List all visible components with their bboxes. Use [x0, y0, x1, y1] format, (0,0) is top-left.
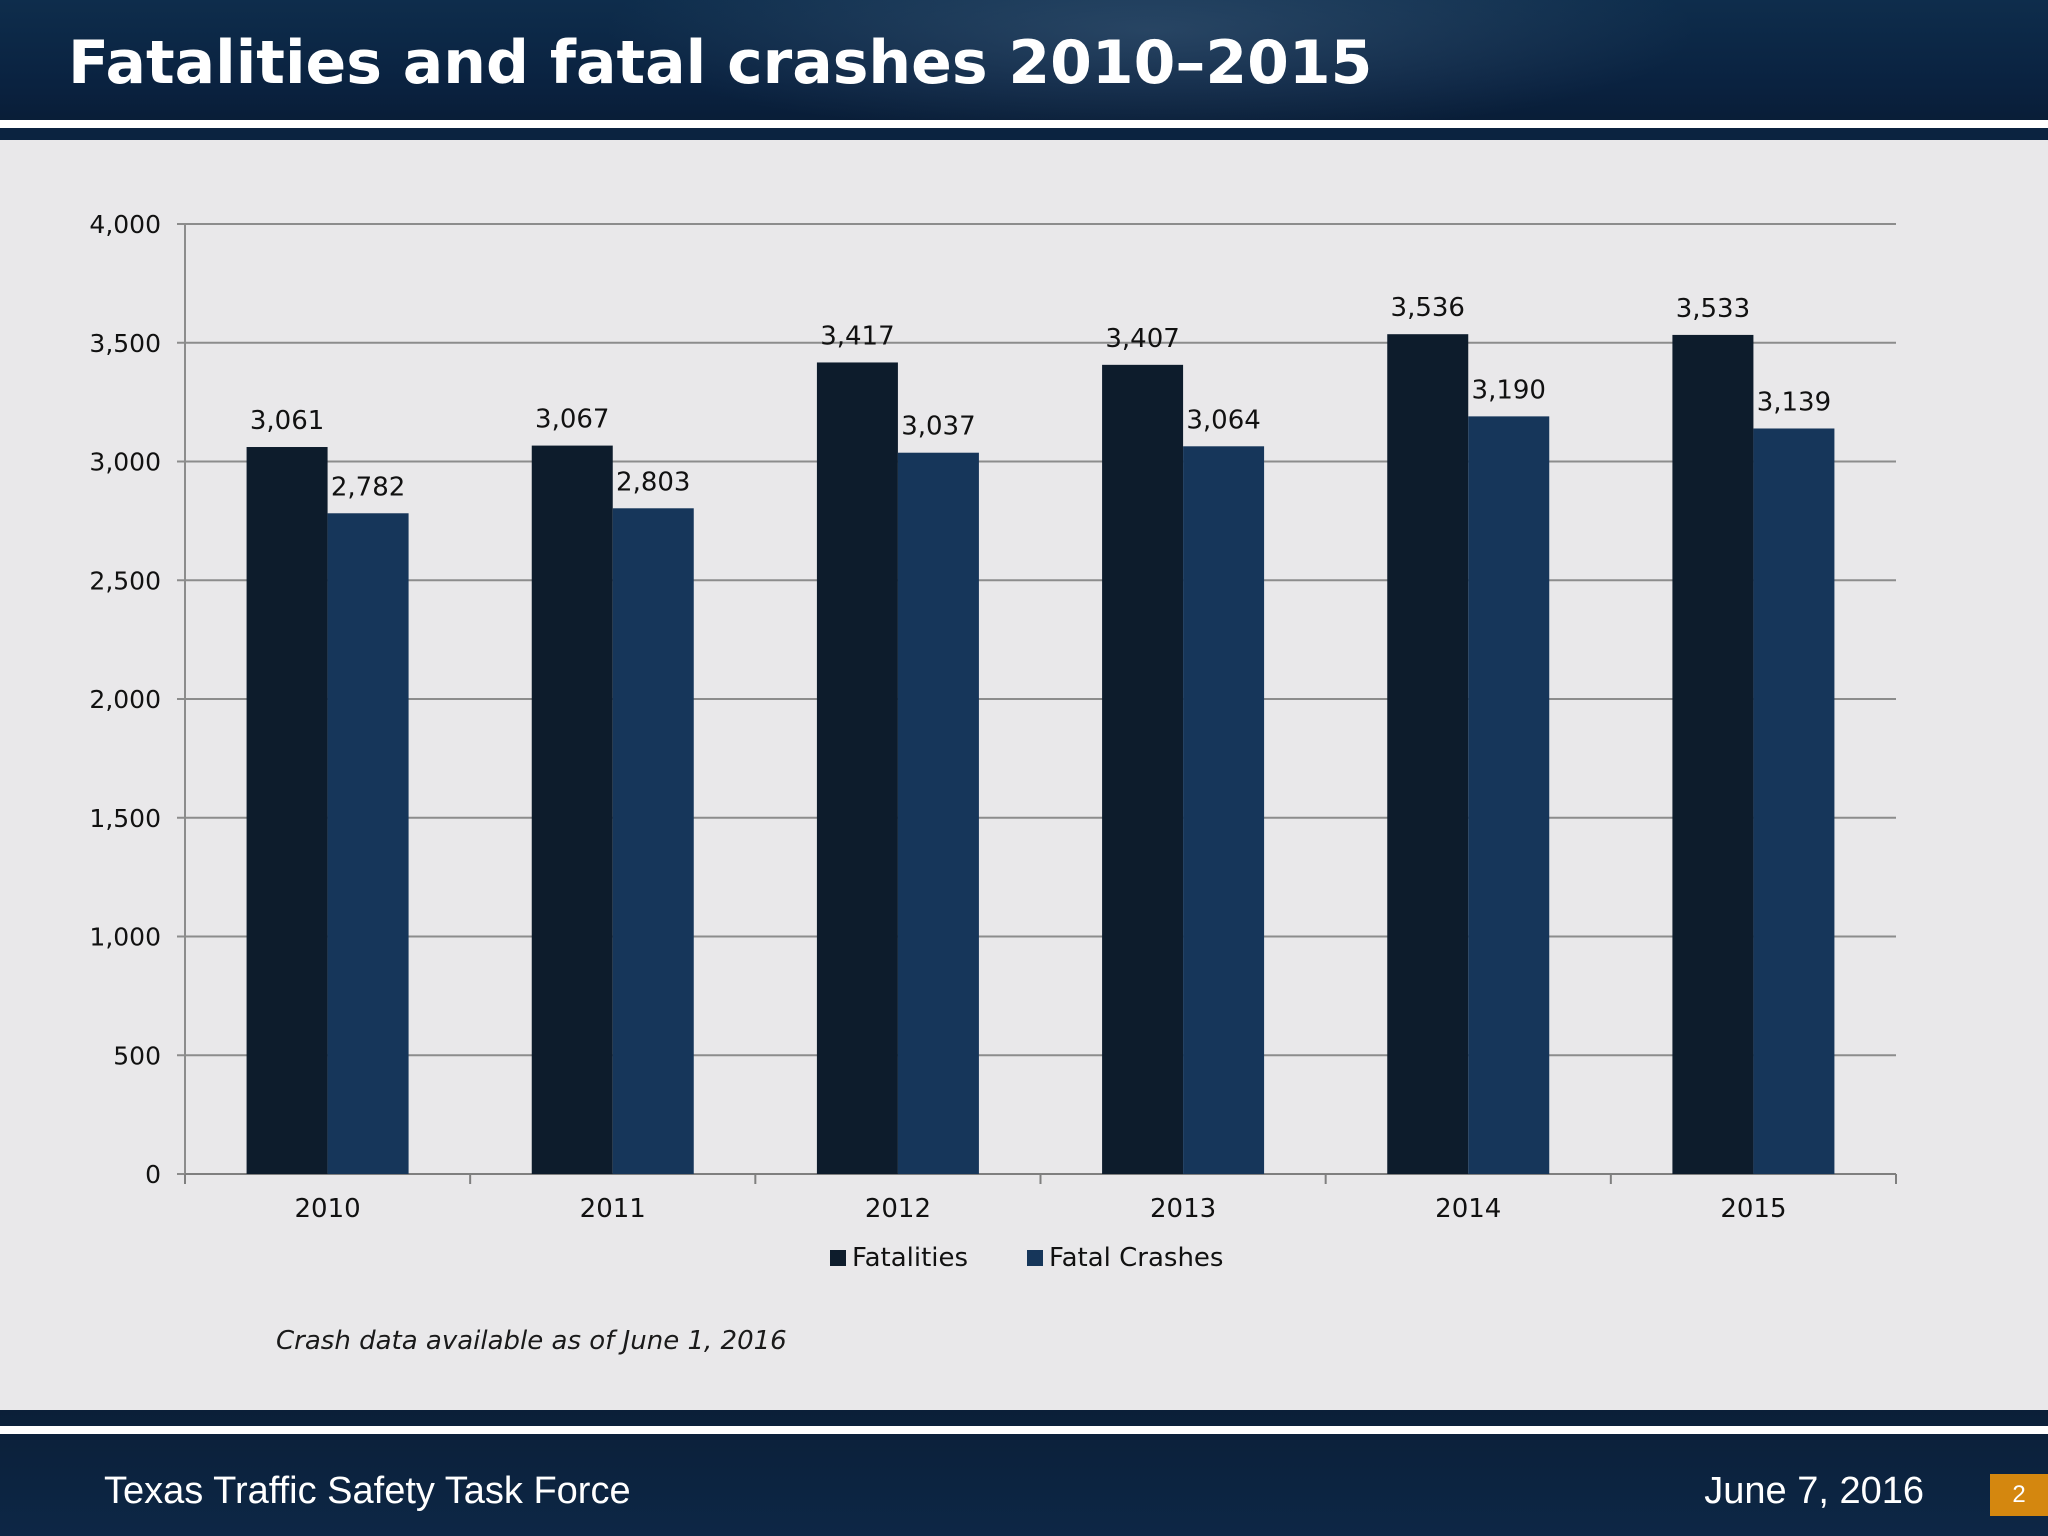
bar-fatalities: [1102, 364, 1184, 1174]
header-divider: [0, 120, 2048, 128]
y-tick-label: 3,500: [89, 329, 161, 358]
legend-label: Fatal Crashes: [1049, 1243, 1223, 1273]
bar-fatal-crashes: [327, 513, 409, 1174]
header-divider-dark: [0, 128, 2048, 140]
x-tick-label: 2012: [865, 1194, 931, 1224]
legend-swatch: [830, 1250, 846, 1266]
x-tick-label: 2015: [1720, 1194, 1786, 1224]
y-tick-label: 0: [145, 1160, 161, 1189]
bar-chart: 0 500 1,000 1,500 2,000 2,500 3,000 3,500 4,000 3…: [89, 210, 1897, 1273]
bar-fatal-crashes: [1753, 428, 1835, 1174]
x-tick-label: 2011: [580, 1194, 646, 1224]
data-label: 3,417: [820, 321, 894, 351]
slide-title: Fatalities and fatal crashes 2010–2015: [68, 28, 1373, 98]
footnote: Crash data available as of June 1, 2016: [276, 1326, 787, 1356]
data-label: 2,803: [616, 467, 690, 497]
data-label: 3,407: [1105, 324, 1179, 354]
footer-divider: [0, 1426, 2048, 1434]
bar-fatal-crashes: [897, 452, 979, 1174]
page-number-badge: 2: [1990, 1474, 2048, 1516]
y-tick-label: 500: [113, 1041, 161, 1070]
y-tick-label: 2,500: [89, 566, 161, 595]
chart-area: 0 500 1,000 1,500 2,000 2,500 3,000 3,500 4,000 3…: [0, 140, 2048, 1410]
y-tick-label: 4,000: [89, 210, 161, 239]
y-tick-label: 1,000: [89, 923, 161, 952]
x-tick-label: 2010: [294, 1194, 360, 1224]
data-label: 3,037: [901, 412, 975, 442]
footer-date: June 7, 2016: [1704, 1470, 1924, 1512]
bar-fatalities: [246, 447, 328, 1174]
y-tick-label: 3,000: [89, 448, 161, 477]
legend-swatch: [1027, 1250, 1043, 1266]
y-tick-label: 2,000: [89, 685, 161, 714]
slide-header: Fatalities and fatal crashes 2010–2015: [0, 0, 2048, 140]
bar-fatalities: [816, 362, 898, 1174]
x-tick-label: 2013: [1150, 1194, 1216, 1224]
bar-fatal-crashes: [1468, 416, 1550, 1174]
y-tick-label: 1,500: [89, 804, 161, 833]
bar-fatalities: [1672, 334, 1754, 1175]
bar-fatalities: [1387, 334, 1469, 1174]
footer-organization: Texas Traffic Safety Task Force: [104, 1470, 631, 1512]
data-label: 3,190: [1472, 375, 1546, 405]
data-label: 3,139: [1757, 387, 1831, 417]
data-label: 3,533: [1676, 294, 1750, 324]
bar-fatal-crashes: [1183, 446, 1265, 1174]
data-label: 3,536: [1391, 293, 1465, 323]
data-label: 3,067: [535, 405, 609, 435]
x-tick-label: 2014: [1435, 1194, 1501, 1224]
bar-fatalities: [531, 445, 613, 1174]
data-label: 3,061: [250, 406, 324, 436]
slide-footer: Texas Traffic Safety Task Force June 7, …: [0, 1410, 2048, 1536]
data-label: 2,782: [331, 472, 405, 502]
bar-fatal-crashes: [612, 508, 694, 1175]
data-label: 3,064: [1186, 405, 1260, 435]
legend-label: Fatalities: [852, 1243, 968, 1273]
